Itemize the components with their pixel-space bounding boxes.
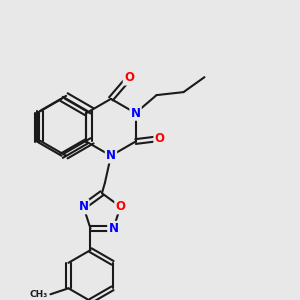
Text: O: O <box>124 71 134 84</box>
Text: N: N <box>78 200 88 213</box>
Text: CH₃: CH₃ <box>29 290 47 299</box>
Text: O: O <box>154 132 164 145</box>
Text: N: N <box>106 149 116 162</box>
Text: O: O <box>116 200 125 213</box>
Text: N: N <box>130 106 141 120</box>
Text: N: N <box>108 222 118 235</box>
